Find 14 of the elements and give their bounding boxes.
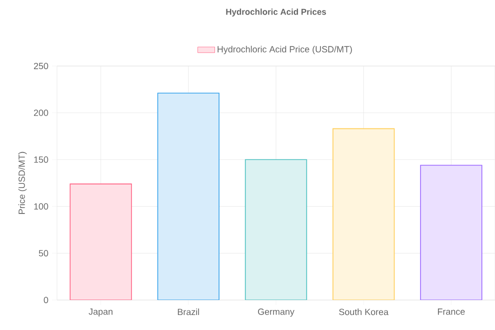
x-tick-label: South Korea (339, 308, 389, 316)
chart-title: Hydrochloric Acid Prices (226, 8, 326, 16)
y-tick-label: 250 (34, 62, 48, 70)
y-tick-label: 50 (38, 250, 48, 256)
x-tick-label: Japan (88, 308, 112, 317)
legend-label: Hydrochloric Acid Price (USD/MT) (218, 46, 352, 54)
y-axis-title: Price (USD/MT) (18, 152, 27, 214)
x-tick-label: Brazil (178, 308, 200, 316)
x-tick-label: Germany (258, 308, 294, 317)
y-tick-label: 100 (34, 203, 48, 210)
y-tick-label: 200 (34, 110, 48, 116)
y-tick-label: 150 (34, 156, 48, 163)
x-tick-label: France (438, 308, 465, 315)
y-tick-label: 0 (44, 296, 48, 304)
